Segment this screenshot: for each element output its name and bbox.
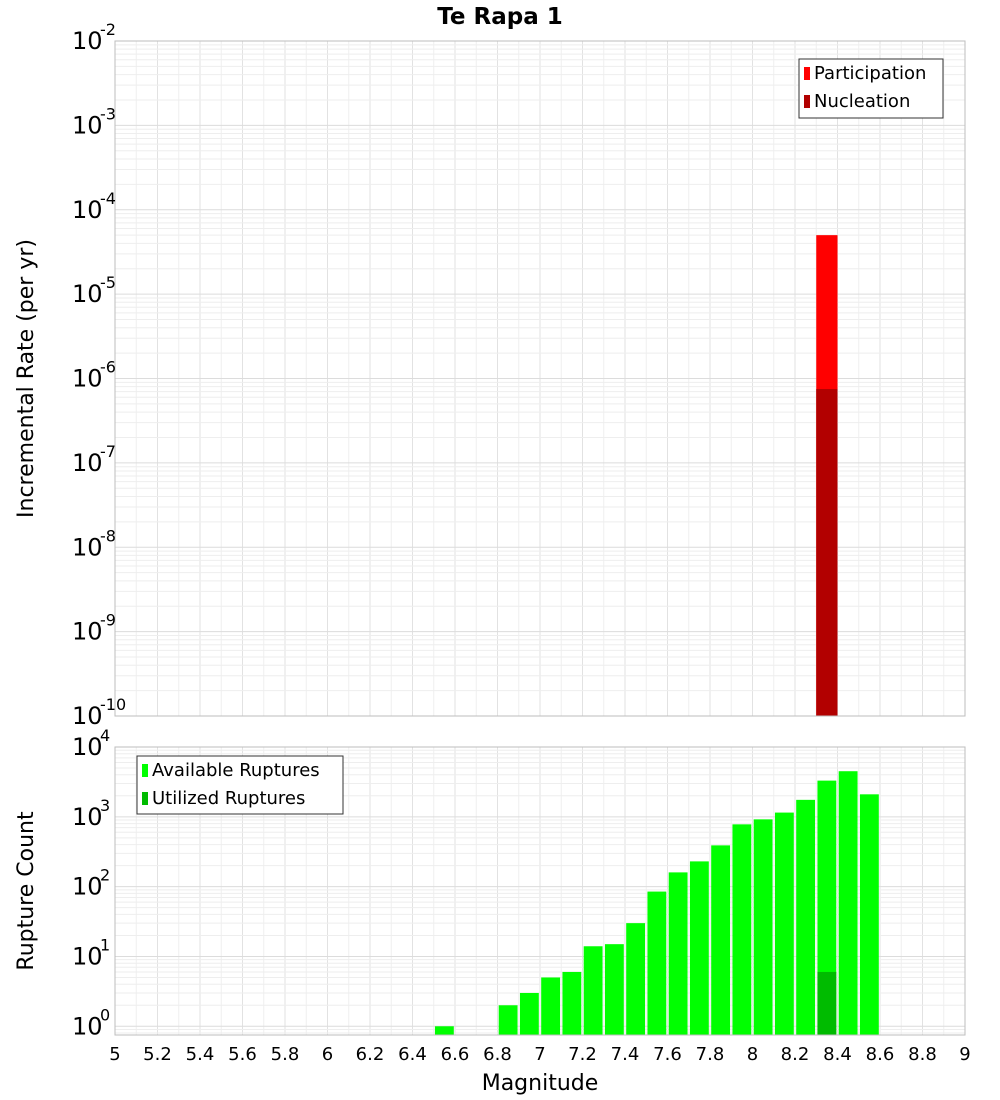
y-tick-exponent: 4 <box>100 726 110 745</box>
y-tick-label: 10 <box>72 942 103 970</box>
bar <box>626 923 646 1035</box>
x-tick-label: 5.6 <box>228 1044 257 1065</box>
x-tick-label: 7.4 <box>611 1044 640 1065</box>
x-tick-label: 8.6 <box>866 1044 895 1065</box>
legend-label: Participation <box>814 63 926 84</box>
x-tick-labels: 5 5.2 5.4 5.6 5.8 6 6.2 6.4 6.6 6.8 7 7.2 7.4 7.6 7.8 8… <box>109 1044 970 1065</box>
bar <box>838 771 858 1035</box>
y-tick-exponent: -5 <box>100 273 116 292</box>
x-tick-label: 6.4 <box>398 1044 427 1065</box>
bar <box>753 819 773 1035</box>
x-tick-label: 8.8 <box>908 1044 937 1065</box>
bar <box>583 946 603 1035</box>
y-tick-label: 10 <box>72 449 103 477</box>
y-tick-exponent: -9 <box>100 611 116 630</box>
y-tick-label: 10 <box>72 365 103 393</box>
y-tick-label: 10 <box>72 873 103 901</box>
y-tick-exponent: -6 <box>100 358 116 377</box>
y-tick-exponent: 0 <box>100 1005 110 1024</box>
bar <box>732 824 752 1035</box>
x-tick-label: 6.2 <box>356 1044 385 1065</box>
legend-swatch <box>804 95 810 108</box>
bar <box>604 944 624 1035</box>
legend-box <box>136 755 344 815</box>
y-tick-exponent: 1 <box>100 935 110 954</box>
legend-label: Nucleation <box>814 91 910 112</box>
y-tick-label: 10 <box>72 533 103 561</box>
bar <box>816 389 838 716</box>
bar <box>817 780 837 1035</box>
x-tick-label: 7 <box>534 1044 545 1065</box>
bar <box>859 794 879 1035</box>
plot-border <box>114 40 966 717</box>
y-tick-label: 10 <box>72 196 103 224</box>
bar <box>796 799 816 1035</box>
x-tick-label: 8.4 <box>823 1044 852 1065</box>
y-tick-label: 10 <box>72 733 103 761</box>
bar <box>434 1026 454 1035</box>
y-axis-label: Incremental Rate (per yr) <box>14 239 39 518</box>
x-tick-label: 8.2 <box>781 1044 810 1065</box>
y-tick-label: 10 <box>72 280 103 308</box>
plot-border <box>114 746 966 1036</box>
y-tick-label: 10 <box>72 803 103 831</box>
x-tick-label: 5 <box>109 1044 120 1065</box>
legend-swatch <box>142 764 148 777</box>
y-tick-label: 10 <box>72 1012 103 1040</box>
x-tick-label: 5.8 <box>271 1044 300 1065</box>
bar <box>647 891 667 1035</box>
y-tick-exponent: 3 <box>100 796 110 815</box>
y-tick-exponent: 2 <box>100 866 110 885</box>
series-nucleation <box>816 389 838 716</box>
x-tick-label: 7.6 <box>653 1044 682 1065</box>
bar <box>774 812 794 1035</box>
rate-bars <box>816 235 838 716</box>
chart-title: Te Rapa 1 <box>437 4 562 30</box>
bar <box>711 845 731 1035</box>
x-tick-label: 6.8 <box>483 1044 512 1065</box>
rate-chart: 10-1010-910-810-710-610-510-410-310-2Inc… <box>14 20 966 730</box>
count-bars <box>434 771 879 1035</box>
x-tick-label: 7.2 <box>568 1044 597 1065</box>
y-tick-label: 10 <box>72 618 103 646</box>
x-tick-label: 5.2 <box>143 1044 172 1065</box>
y-axis-label: Rupture Count <box>14 811 39 971</box>
series-utilized-ruptures <box>817 971 837 1035</box>
y-tick-exponent: -10 <box>100 695 126 714</box>
legend-swatch <box>804 67 810 80</box>
y-tick-label: 10 <box>72 111 103 139</box>
legend-label: Utilized Ruptures <box>152 788 305 809</box>
x-tick-label: 6.6 <box>441 1044 470 1065</box>
x-tick-label: 9 <box>959 1044 970 1065</box>
y-tick-exponent: -8 <box>100 526 116 545</box>
x-tick-label: 8 <box>747 1044 758 1065</box>
bar <box>541 977 561 1035</box>
x-tick-label: 6 <box>322 1044 333 1065</box>
bar <box>668 872 688 1035</box>
legend: Participation Nucleation <box>798 58 944 119</box>
bar <box>519 992 539 1035</box>
y-tick-label: 10 <box>72 702 103 730</box>
bar <box>689 861 709 1035</box>
legend-swatch <box>142 792 148 805</box>
x-tick-label: 5.4 <box>186 1044 215 1065</box>
y-tick-label: 10 <box>72 27 103 55</box>
legend-label: Available Ruptures <box>152 760 320 781</box>
bar <box>562 971 582 1035</box>
x-tick-label: 7.8 <box>696 1044 725 1065</box>
x-axis-label: Magnitude <box>482 1071 599 1096</box>
y-tick-exponent: -4 <box>100 189 116 208</box>
y-tick-exponent: -7 <box>100 442 116 461</box>
legend-box <box>798 58 944 119</box>
bar <box>817 971 837 1035</box>
y-tick-exponent: -3 <box>100 104 116 123</box>
series-available-ruptures <box>434 771 879 1035</box>
y-tick-exponent: -2 <box>100 20 116 39</box>
bar <box>498 1005 518 1035</box>
legend: Available Ruptures Utilized Ruptures <box>136 755 344 815</box>
